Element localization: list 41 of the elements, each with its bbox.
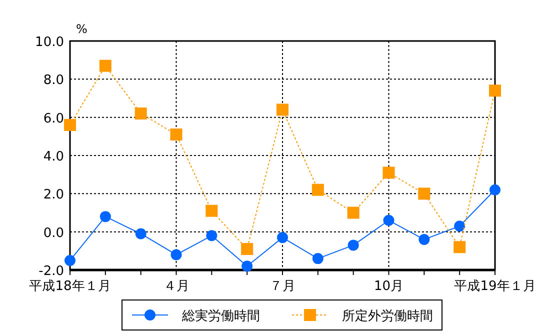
point (383, 214, 394, 226)
point (418, 188, 430, 200)
point (64, 118, 76, 131)
point (490, 184, 500, 196)
point (454, 220, 466, 232)
point (418, 234, 430, 245)
point (170, 249, 182, 260)
y-tick-label: 8.0 (43, 73, 64, 88)
y-axis-title: % (76, 22, 88, 36)
point (312, 253, 324, 264)
x-tick-label: ４月 (163, 279, 190, 294)
point (242, 260, 253, 272)
legend-label: 総実労働時間 (181, 308, 260, 324)
y-tick-label: 6.0 (43, 111, 64, 126)
x-tick-label: 平成19年１月 (454, 279, 536, 294)
x-tick-label: 10月 (374, 279, 404, 294)
point (206, 204, 218, 217)
point (276, 104, 288, 116)
point (454, 241, 466, 254)
point (64, 254, 76, 266)
point (206, 230, 218, 242)
point (135, 228, 146, 240)
point (277, 232, 288, 244)
point (100, 211, 111, 222)
point (347, 206, 360, 219)
point (348, 240, 359, 251)
legend-label: 所定外労働時間 (342, 309, 433, 324)
point (134, 108, 147, 120)
x-tick-label: 平成18年１月 (29, 279, 111, 294)
point (382, 166, 395, 179)
y-tick-label: 4.0 (43, 150, 64, 164)
point (241, 243, 254, 256)
y-tick-label: 2.0 (43, 188, 64, 203)
x-tick-label: ７月 (270, 279, 296, 294)
y-tick-label: -2.0 (38, 264, 64, 279)
point (99, 60, 112, 72)
y-tick-label: 10.0 (35, 35, 64, 50)
point (312, 184, 324, 196)
y-tick-label: 0.0 (43, 226, 64, 241)
point (489, 84, 501, 97)
point (170, 128, 182, 141)
